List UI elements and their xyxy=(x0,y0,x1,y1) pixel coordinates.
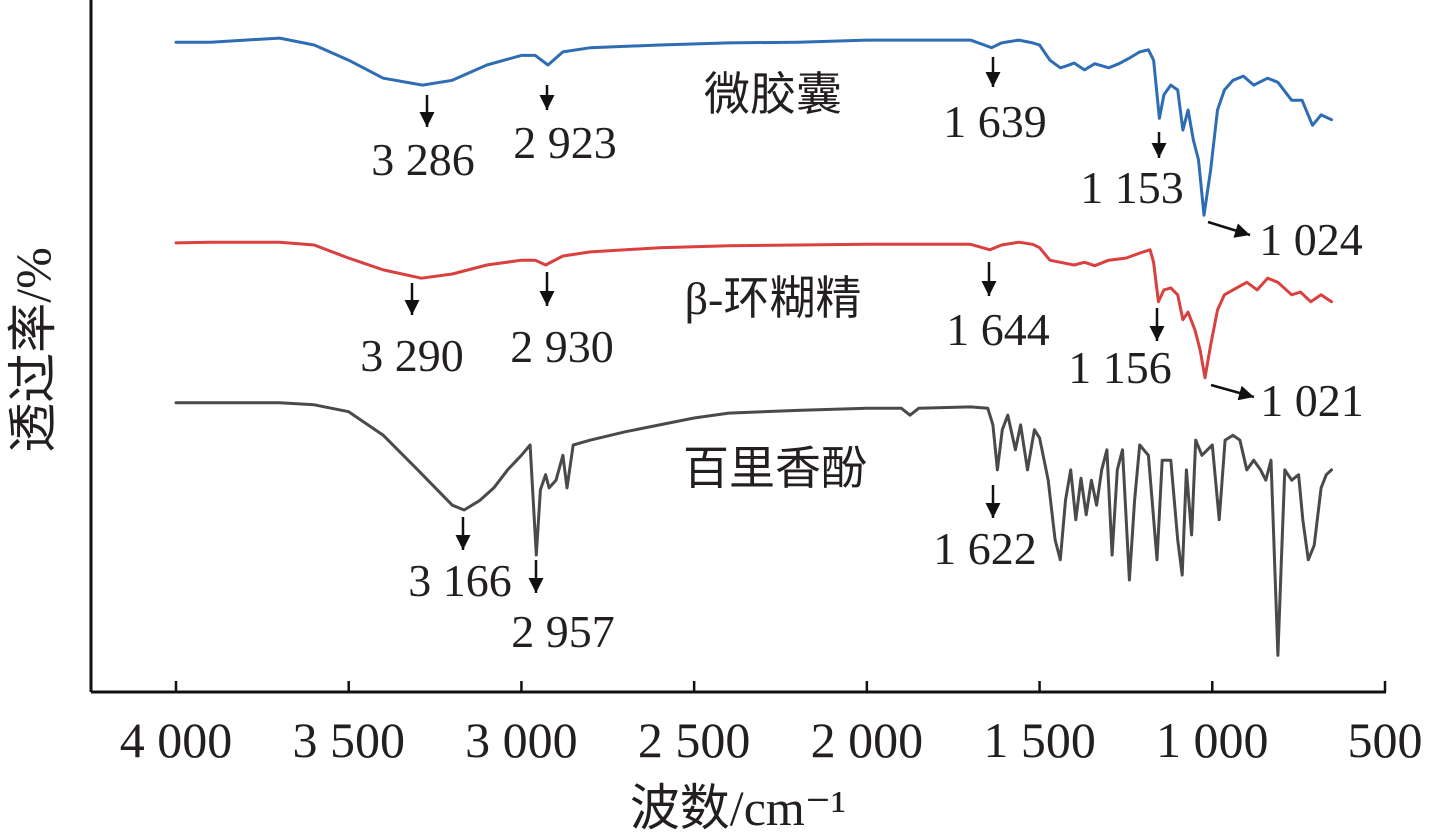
peak-label: 3 286 xyxy=(371,134,475,185)
peak-label: 3 166 xyxy=(408,555,512,606)
peak-arrow xyxy=(1207,220,1251,238)
x-tick-label: 2 500 xyxy=(638,712,751,768)
series-line-beta-cyclodextrin xyxy=(174,240,1333,380)
peak-label: 2 957 xyxy=(511,606,615,657)
peak-label: 1 156 xyxy=(1068,342,1172,393)
peak-label: 1 021 xyxy=(1260,375,1364,426)
peak-arrow xyxy=(1210,383,1255,401)
series-label-microcapsule: 微胶囊 xyxy=(704,69,842,120)
peak-label: 2 923 xyxy=(513,117,617,168)
annotation-layer: 微胶囊 3 286 2 923 1 639 1 153 1 024 β-环糊精 3 290 2 … xyxy=(360,57,1364,657)
x-tick-label: 2 000 xyxy=(811,712,924,768)
series-line-thymol xyxy=(174,401,1333,657)
series-label-thymol: 百里香酚 xyxy=(683,443,867,494)
peak-label: 2 930 xyxy=(510,321,614,372)
x-tick-label: 1 500 xyxy=(983,712,1096,768)
series-line-microcapsule xyxy=(174,36,1333,217)
x-axis-label: 波数/cm⁻¹ xyxy=(630,780,846,836)
series-layer xyxy=(174,36,1333,657)
x-axis-ticks: 4 000 3 500 3 000 2 500 2 000 1 500 1 000 500 xyxy=(120,681,1423,768)
peak-label: 1 153 xyxy=(1080,162,1184,213)
y-axis-label: 透过率/% xyxy=(5,247,61,453)
peak-label: 1 644 xyxy=(946,304,1050,355)
x-tick-label: 3 500 xyxy=(292,712,405,768)
peak-label: 3 290 xyxy=(360,330,464,381)
x-tick-label: 500 xyxy=(1348,712,1423,768)
peak-label: 1 622 xyxy=(933,523,1037,574)
x-tick-label: 1 000 xyxy=(1156,712,1269,768)
series-label-beta-cyclodextrin: β-环糊精 xyxy=(685,273,862,324)
peak-label: 1 639 xyxy=(943,96,1047,147)
x-tick-label: 4 000 xyxy=(120,712,233,768)
x-tick-label: 3 000 xyxy=(465,712,578,768)
peak-label: 1 024 xyxy=(1259,214,1363,265)
